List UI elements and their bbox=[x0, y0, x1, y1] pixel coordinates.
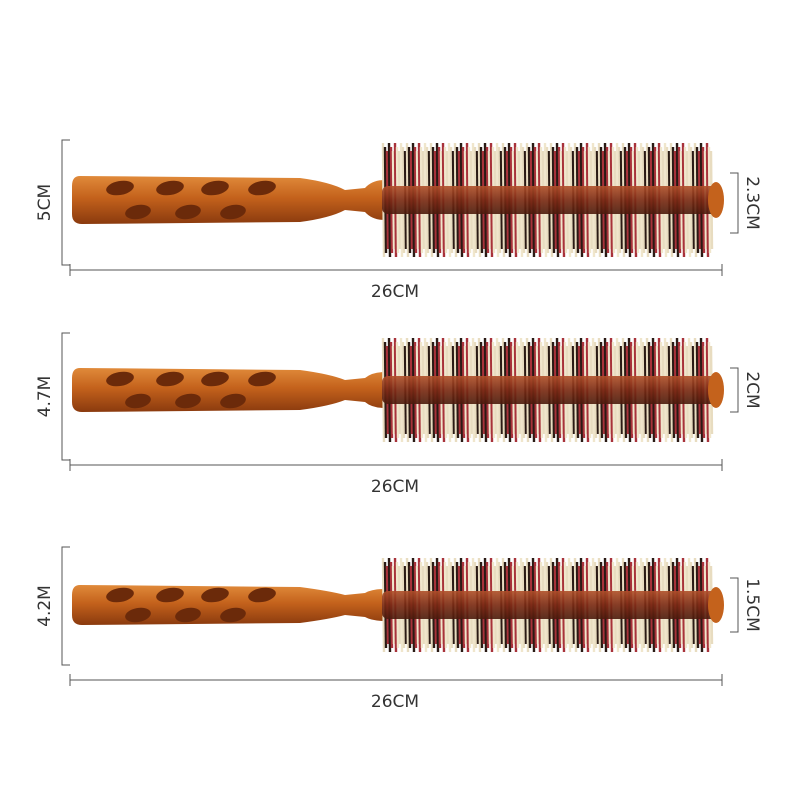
barrel bbox=[382, 376, 717, 404]
length-label: 26CM bbox=[371, 282, 419, 302]
height-label: 4.2M bbox=[35, 585, 55, 627]
diameter-bracket bbox=[730, 577, 739, 633]
length-line bbox=[69, 264, 723, 276]
handle-hole bbox=[156, 180, 184, 196]
diameter-label: 2.3CM bbox=[742, 176, 762, 230]
length-line bbox=[69, 674, 723, 686]
barrel-tip bbox=[708, 182, 724, 218]
barrel-tip bbox=[708, 587, 724, 623]
brush bbox=[72, 142, 724, 258]
height-label: 4.7M bbox=[35, 376, 55, 418]
diameter-label: 2CM bbox=[742, 371, 762, 408]
handle-hole bbox=[106, 371, 134, 387]
length-line bbox=[69, 459, 723, 471]
handle-hole bbox=[220, 607, 246, 623]
brush bbox=[72, 557, 724, 653]
handle-hole bbox=[106, 180, 134, 196]
height-bracket bbox=[61, 332, 70, 461]
handle-hole bbox=[156, 587, 184, 603]
handle-hole bbox=[220, 204, 246, 220]
handle-hole bbox=[248, 180, 276, 196]
handle-hole bbox=[175, 393, 201, 409]
height-bracket bbox=[61, 139, 70, 266]
handle-hole bbox=[106, 587, 134, 603]
height-label: 5CM bbox=[35, 184, 55, 221]
handle-hole bbox=[125, 607, 151, 623]
barrel-tip bbox=[708, 372, 724, 408]
length-label: 26CM bbox=[371, 477, 419, 497]
handle-hole bbox=[201, 371, 229, 387]
handle-hole bbox=[175, 204, 201, 220]
diameter-label: 1.5CM bbox=[742, 578, 762, 632]
handle-hole bbox=[220, 393, 246, 409]
length-label: 26CM bbox=[371, 692, 419, 712]
brush bbox=[72, 337, 724, 443]
handle-hole bbox=[248, 587, 276, 603]
barrel bbox=[382, 591, 717, 619]
handle-hole bbox=[201, 587, 229, 603]
handle-hole bbox=[201, 180, 229, 196]
handle-hole bbox=[125, 204, 151, 220]
handle-hole bbox=[125, 393, 151, 409]
barrel bbox=[382, 186, 717, 214]
handle-hole bbox=[248, 371, 276, 387]
height-bracket bbox=[61, 546, 70, 666]
diameter-bracket bbox=[730, 367, 739, 413]
handle-hole bbox=[156, 371, 184, 387]
handle-hole bbox=[175, 607, 201, 623]
diameter-bracket bbox=[730, 172, 739, 234]
